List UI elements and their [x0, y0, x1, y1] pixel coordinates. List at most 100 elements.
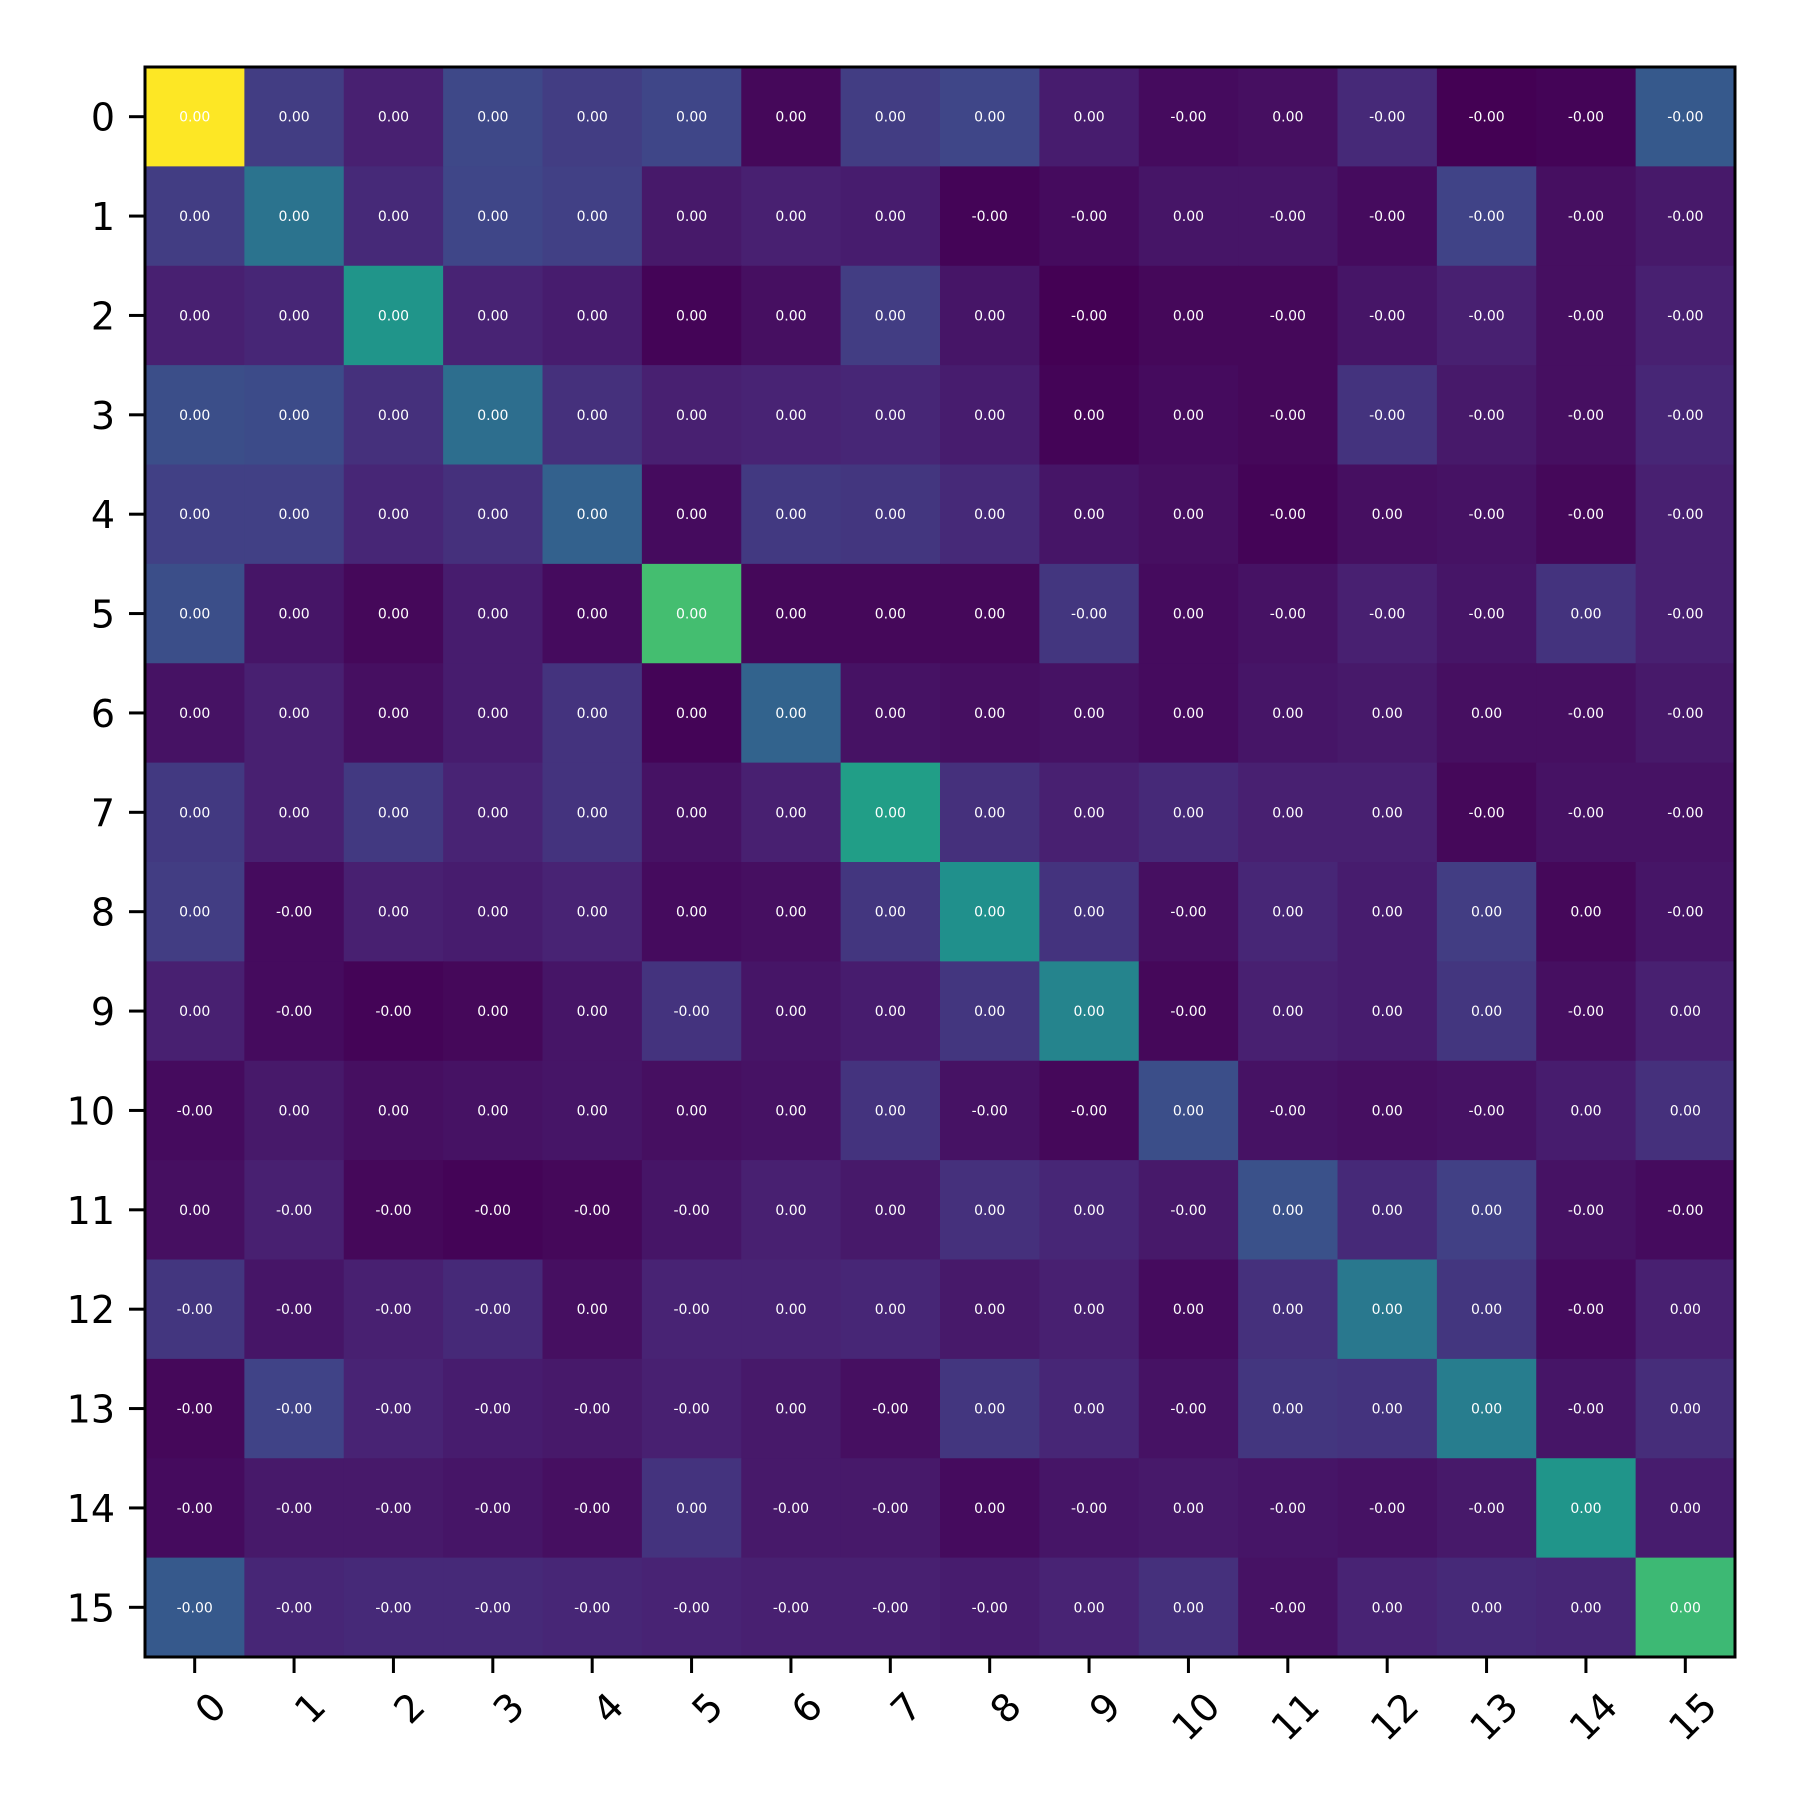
cell-value-label: -0.00	[1468, 1103, 1504, 1119]
heatmap-cell	[1138, 464, 1239, 565]
heatmap-cell	[542, 663, 643, 764]
heatmap-cell	[741, 762, 842, 863]
cell-value-label: 0.00	[278, 607, 309, 623]
heatmap-cell	[443, 365, 544, 466]
heatmap-cell	[741, 663, 842, 764]
heatmap-cell	[1337, 1358, 1438, 1459]
heatmap-cell	[840, 265, 941, 366]
x-tick-label: 3	[485, 1684, 533, 1732]
cell-value-label: -0.00	[475, 1203, 511, 1219]
cell-value-label: -0.00	[177, 1103, 213, 1119]
cell-value-label: 0.00	[775, 1302, 806, 1318]
heatmap-cell	[1536, 1458, 1637, 1559]
heatmap-cell	[741, 1458, 842, 1559]
heatmap-cell	[1138, 1358, 1239, 1459]
x-tick-label: 0	[187, 1684, 235, 1732]
heatmap-cell	[343, 1060, 444, 1161]
cell-value-label: -0.00	[1667, 110, 1703, 126]
heatmap-cell	[542, 563, 643, 664]
cell-value-label: 0.00	[1372, 1302, 1403, 1318]
cell-value-label: -0.00	[1369, 209, 1405, 225]
cell-value-label: -0.00	[1667, 308, 1703, 324]
cell-value-label: -0.00	[1071, 308, 1107, 324]
y-tick-label: 14	[67, 1487, 115, 1531]
cell-value-label: 0.00	[676, 408, 707, 424]
heatmap-cell	[641, 563, 742, 664]
heatmap-cell	[443, 1160, 544, 1261]
cell-value-label: 0.00	[1173, 1501, 1204, 1517]
cell-value-label: 0.00	[577, 110, 608, 126]
heatmap-cell	[343, 563, 444, 664]
cell-value-label: 0.00	[875, 408, 906, 424]
heatmap-cell	[641, 1358, 742, 1459]
heatmap-cell	[641, 1557, 742, 1658]
heatmap-cell	[1536, 563, 1637, 664]
cell-value-label: 0.00	[775, 1203, 806, 1219]
heatmap-cell	[1536, 365, 1637, 466]
heatmap-cell	[244, 762, 345, 863]
cell-value-label: 0.00	[974, 507, 1005, 523]
heatmap-cell	[1536, 1259, 1637, 1360]
cell-value-label: 0.00	[775, 1103, 806, 1119]
cell-value-label: 0.00	[477, 507, 508, 523]
cell-value-label: 0.00	[875, 805, 906, 821]
heatmap-cell	[1337, 1557, 1438, 1658]
cell-value-label: 0.00	[775, 209, 806, 225]
heatmap-cell	[1238, 265, 1339, 366]
cell-value-label: 0.00	[1670, 1004, 1701, 1020]
cell-value-label: 0.00	[378, 805, 409, 821]
heatmap-cell	[940, 265, 1040, 366]
heatmap-cell	[1536, 862, 1637, 962]
heatmap-cell	[1436, 365, 1537, 466]
cell-value-label: -0.00	[1568, 408, 1604, 424]
heatmap-cell	[1138, 1458, 1239, 1559]
heatmap-cell	[840, 1358, 941, 1459]
cell-value-label: 0.00	[974, 706, 1005, 722]
cell-value-label: 0.00	[875, 209, 906, 225]
cell-value-label: 0.00	[378, 110, 409, 126]
cell-value-label: 0.00	[1173, 507, 1204, 523]
cell-value-label: 0.00	[378, 1103, 409, 1119]
heatmap-cell	[343, 67, 444, 167]
x-tick-label: 10	[1163, 1684, 1228, 1749]
cell-value-label: 0.00	[278, 706, 309, 722]
heatmap-cell	[741, 166, 842, 267]
y-tick-label: 4	[91, 493, 115, 537]
cell-value-label: 0.00	[974, 805, 1005, 821]
heatmap-cell	[244, 166, 345, 267]
heatmap-cell	[244, 265, 345, 366]
heatmap-cell	[343, 663, 444, 764]
cell-value-label: 0.00	[577, 308, 608, 324]
cell-value-label: 0.00	[1073, 805, 1104, 821]
heatmap-cell	[1039, 1458, 1140, 1559]
cell-value-label: 0.00	[1372, 1103, 1403, 1119]
cell-value-label: 0.00	[577, 706, 608, 722]
heatmap-cell	[1337, 762, 1438, 863]
heatmap-cell	[542, 1060, 643, 1161]
cell-value-label: -0.00	[1270, 408, 1306, 424]
cell-value-label: 0.00	[1073, 1302, 1104, 1318]
heatmap-cell	[840, 1458, 941, 1559]
cell-value-label: -0.00	[574, 1600, 610, 1616]
heatmap-cell	[1635, 1259, 1736, 1360]
cell-value-label: -0.00	[1568, 308, 1604, 324]
heatmap-cell	[1138, 563, 1239, 664]
cell-value-label: -0.00	[375, 1203, 411, 1219]
heatmap-cell	[1635, 464, 1736, 565]
heatmap-cell	[1238, 166, 1339, 267]
heatmap-cell	[1337, 862, 1438, 962]
cell-value-label: 0.00	[179, 209, 210, 225]
cell-value-label: 0.00	[378, 706, 409, 722]
cell-value-label: -0.00	[1568, 507, 1604, 523]
heatmap-cell	[343, 762, 444, 863]
cell-value-label: 0.00	[1372, 805, 1403, 821]
cell-value-label: -0.00	[972, 1600, 1008, 1616]
cell-value-label: -0.00	[574, 1402, 610, 1418]
cell-value-label: 0.00	[577, 1004, 608, 1020]
cell-value-label: -0.00	[475, 1402, 511, 1418]
cell-value-label: -0.00	[1170, 1402, 1206, 1418]
heatmap-cell-labels: 0.00 0.00 0.00 0.00 0.00 0.00 0.00 0.00 0.00 0.00…	[177, 110, 1704, 1617]
heatmap-cell	[542, 1160, 643, 1261]
cell-value-label: -0.00	[1568, 110, 1604, 126]
